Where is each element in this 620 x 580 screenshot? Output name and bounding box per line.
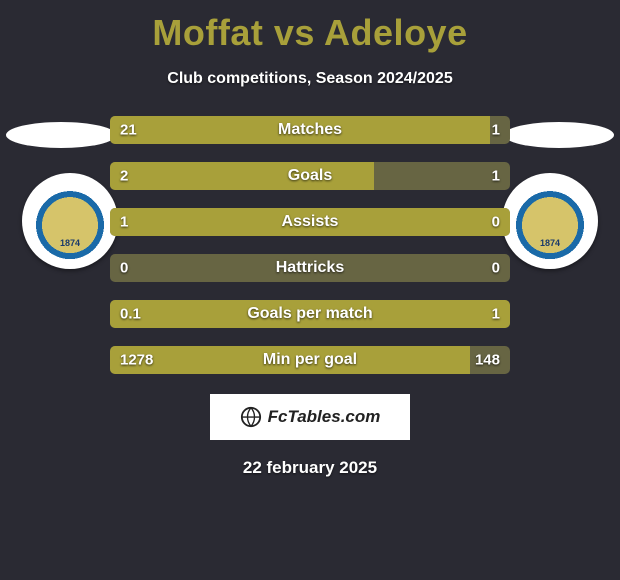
stat-value-left: 0 [120, 260, 128, 277]
club-badge-left: 1874 [22, 173, 118, 269]
club-badge-right-inner: 1874 [509, 180, 591, 262]
brand-box: FcTables.com [210, 394, 410, 440]
stat-label: Matches [110, 121, 510, 139]
subtitle: Club competitions, Season 2024/2025 [0, 70, 620, 88]
stat-value-right: 1 [492, 168, 500, 185]
stat-value-right: 1 [492, 306, 500, 323]
stat-label: Assists [110, 213, 510, 231]
stat-row: Goals per match0.1 1 [110, 300, 510, 328]
date: 22 february 2025 [0, 458, 620, 478]
stat-label: Goals [110, 167, 510, 185]
stat-row: Hattricks0 0 [110, 254, 510, 282]
stat-value-left: 0.1 [120, 306, 141, 323]
stat-value-right: 0 [492, 214, 500, 231]
stat-label: Hattricks [110, 259, 510, 277]
stat-row: Min per goal1278 148 [110, 346, 510, 374]
club-badge-left-inner: 1874 [29, 180, 111, 262]
page-title: Moffat vs Adeloye [0, 0, 620, 54]
stat-value-right: 0 [492, 260, 500, 277]
stat-label: Goals per match [110, 305, 510, 323]
stat-row: Assists1 0 [110, 208, 510, 236]
player-left-placeholder [6, 122, 116, 148]
stat-value-left: 2 [120, 168, 128, 185]
player-right-placeholder [504, 122, 614, 148]
badge-year-right: 1874 [540, 238, 560, 248]
globe-icon [240, 406, 262, 428]
club-badge-right: 1874 [502, 173, 598, 269]
stats-container: Matches211Goals21Assists10Hattricks00Goa… [110, 116, 510, 374]
stat-row: Matches21 1 [110, 116, 510, 144]
stat-value-right: 1 [492, 122, 500, 139]
stat-value-left: 21 [120, 122, 137, 139]
badge-year-left: 1874 [60, 238, 80, 248]
stat-label: Min per goal [110, 351, 510, 369]
stat-value-left: 1278 [120, 352, 153, 369]
stat-value-right: 148 [475, 352, 500, 369]
stat-value-left: 1 [120, 214, 128, 231]
brand-text: FcTables.com [268, 407, 381, 427]
stat-row: Goals2 1 [110, 162, 510, 190]
